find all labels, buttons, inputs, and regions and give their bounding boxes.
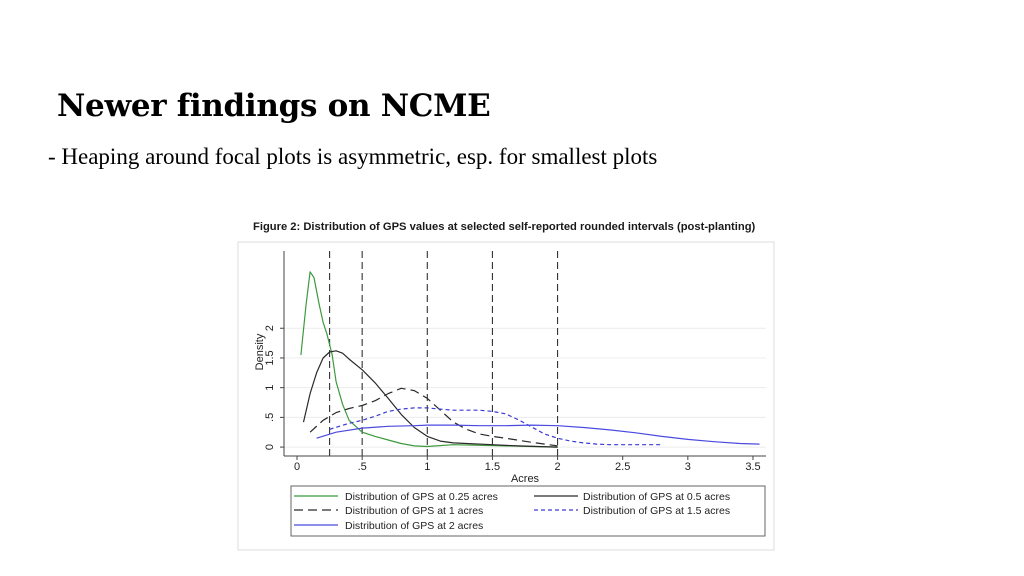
legend-label-1: Distribution of GPS at 0.5 acres [583, 491, 730, 503]
y-tick-label: .5 [264, 413, 276, 422]
figure-caption: Figure 2: Distribution of GPS values at … [253, 221, 756, 233]
series-layer [300, 271, 760, 448]
x-tick-label: 2 [555, 461, 561, 473]
y-tick-label: 0 [264, 444, 276, 450]
legend-label-3: Distribution of GPS at 1.5 acres [583, 505, 730, 517]
x-tick-label: 1.5 [485, 461, 500, 473]
slide-title: Newer findings on NCME [57, 88, 491, 124]
x-tick-label: 0 [294, 461, 300, 473]
legend: Distribution of GPS at 0.25 acres Distrib… [290, 485, 766, 537]
series-line-2 [309, 387, 558, 447]
series-line-4 [316, 424, 760, 445]
x-axis-title: Acres [511, 473, 540, 485]
series-line-1 [302, 350, 558, 448]
y-axis-title: Density [254, 333, 266, 370]
axis-layer: 0 .5 1 1.5 2 2.5 3 3.5 0 .5 1 1.5 2 Acres Density [254, 251, 766, 485]
series-line-3 [329, 407, 662, 446]
series-line-0 [300, 271, 558, 448]
slide-bullet: - Heaping around focal plots is asymmetr… [48, 144, 658, 169]
reference-lines [329, 251, 559, 456]
y-tick-label: 1 [264, 385, 276, 391]
legend-label-2: Distribution of GPS at 1 acres [345, 505, 483, 517]
legend-label-4: Distribution of GPS at 2 acres [345, 520, 483, 532]
legend-label-0: Distribution of GPS at 0.25 acres [345, 491, 498, 503]
x-tick-label: 2.5 [615, 461, 630, 473]
grid-layer [284, 327, 766, 448]
x-tick-label: 3 [685, 461, 691, 473]
legend-box [290, 485, 766, 537]
y-tick-label: 2 [264, 325, 276, 331]
x-tick-label: 3.5 [745, 461, 760, 473]
x-tick-label: 1 [424, 461, 430, 473]
x-tick-label: .5 [358, 461, 367, 473]
y-tick-label: 1.5 [264, 350, 276, 365]
